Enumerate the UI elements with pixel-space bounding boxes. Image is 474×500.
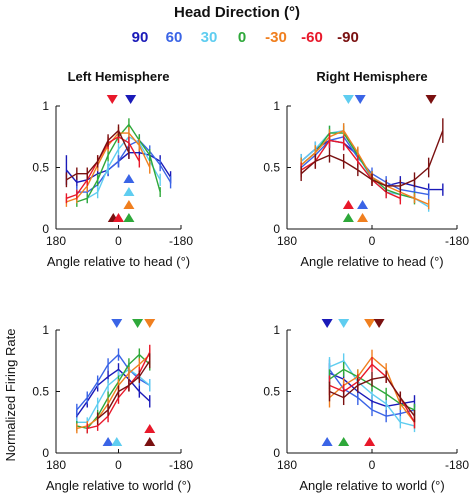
peak-marker--90 <box>373 319 385 328</box>
peak-marker-60 <box>354 95 366 104</box>
peak-marker-90 <box>321 319 333 328</box>
peak-marker--60 <box>144 424 156 433</box>
peak-marker-30 <box>338 319 350 328</box>
peak-marker--90 <box>144 437 156 446</box>
peak-marker--30 <box>357 213 369 222</box>
y-tick-label: 1 <box>42 323 49 337</box>
legend-entry--60: -60 <box>301 29 323 46</box>
y-tick-label: 1 <box>273 323 280 337</box>
series--90 <box>328 370 416 423</box>
series--90 <box>300 118 444 193</box>
y-tick-label: 1 <box>273 99 280 113</box>
legend-entry-90: 90 <box>132 29 149 46</box>
peak-marker-60 <box>321 437 333 446</box>
x-axis-label: Angle relative to world (°) <box>299 478 444 493</box>
peak-marker-60 <box>102 437 114 446</box>
peak-marker--60 <box>113 213 124 222</box>
peak-marker--60 <box>106 95 118 104</box>
y-tick-label: 0.5 <box>263 161 280 175</box>
legend: 90 60 30 0 -30 -60 -90 <box>132 29 359 46</box>
peak-marker-90 <box>125 95 137 104</box>
peak-marker--60 <box>364 437 376 446</box>
series-line--90 <box>97 360 151 420</box>
series-line--30 <box>300 129 429 206</box>
peak-marker--90 <box>425 95 437 104</box>
y-tick-label: 0.5 <box>263 385 280 399</box>
legend-entry-60: 60 <box>166 29 183 46</box>
y-tick-label: 0.5 <box>32 385 49 399</box>
peak-marker-60 <box>123 174 135 183</box>
x-tick-label: 0 <box>115 234 122 248</box>
peak-marker-60 <box>357 200 369 209</box>
x-tick-label: -180 <box>445 458 469 472</box>
x-tick-label: 180 <box>46 458 66 472</box>
x-axis-label: Angle relative to head (°) <box>300 254 443 269</box>
legend-title: Head Direction (°) <box>174 4 300 21</box>
x-tick-label: 0 <box>115 458 122 472</box>
peak-marker-0 <box>342 213 354 222</box>
x-tick-label: -180 <box>169 458 193 472</box>
series--90 <box>96 353 151 425</box>
x-tick-label: 0 <box>369 234 376 248</box>
y-tick-label: 0.5 <box>32 161 49 175</box>
legend-entry--90: -90 <box>337 29 359 46</box>
y-tick-label: 1 <box>42 99 49 113</box>
x-tick-label: 0 <box>369 458 376 472</box>
x-axis-label: Angle relative to world (°) <box>46 478 191 493</box>
x-tick-label: 180 <box>277 458 297 472</box>
x-axis-label: Angle relative to head (°) <box>47 254 190 269</box>
x-tick-label: -180 <box>445 234 469 248</box>
legend-entry--30: -30 <box>265 29 287 46</box>
panel-title: Right Hemisphere <box>316 69 427 84</box>
peak-marker-60 <box>111 319 123 328</box>
peak-marker--60 <box>342 200 354 209</box>
series-line-90 <box>76 368 151 417</box>
series-line--30 <box>76 354 151 430</box>
peak-marker--30 <box>364 319 376 328</box>
x-tick-label: 180 <box>46 234 66 248</box>
peak-marker--30 <box>123 200 135 209</box>
panel-title: Left Hemisphere <box>68 69 170 84</box>
peak-marker-0 <box>338 437 350 446</box>
legend-entry-0: 0 <box>238 29 246 46</box>
series-line-60 <box>76 139 172 193</box>
series--30 <box>300 123 430 210</box>
series-line-0 <box>76 353 151 430</box>
x-tick-label: -180 <box>169 234 193 248</box>
legend-entry-30: 30 <box>201 29 218 46</box>
y-tick-label: 0 <box>273 222 280 236</box>
series-line--60 <box>300 139 401 199</box>
y-tick-label: 0 <box>42 446 49 460</box>
peak-marker-30 <box>342 95 354 104</box>
y-tick-label: 0 <box>273 446 280 460</box>
series--90 <box>65 124 130 188</box>
peak-marker-0 <box>123 213 135 222</box>
y-axis-label: Normalized Firing Rate <box>3 329 18 462</box>
y-tick-label: 0 <box>42 222 49 236</box>
peak-marker--30 <box>144 319 156 328</box>
peak-marker-0 <box>132 319 144 328</box>
peak-marker-30 <box>123 187 135 196</box>
x-tick-label: 180 <box>277 234 297 248</box>
peak-marker-30 <box>111 437 123 446</box>
